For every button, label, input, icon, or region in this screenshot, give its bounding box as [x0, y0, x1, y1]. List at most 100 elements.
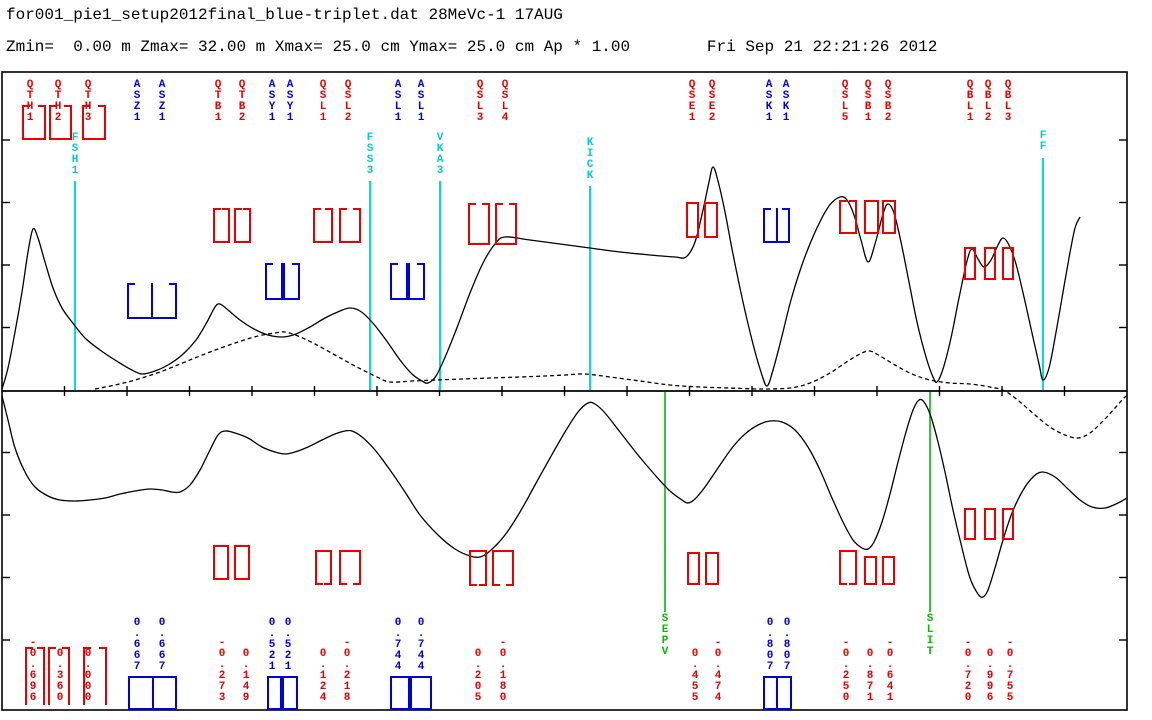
element-label: ASL1	[417, 79, 425, 124]
bottom-value-red: -0.641	[886, 637, 894, 704]
pole-lip	[887, 583, 893, 585]
quad-symbol-bottom	[964, 508, 976, 540]
element-label: QBL1	[966, 79, 974, 124]
quad-symbol-bottom	[882, 556, 895, 585]
pole-lip	[988, 247, 994, 249]
pole-lip	[968, 247, 974, 249]
element-label: QSL5	[841, 79, 849, 124]
cyan-marker-label: FSS3	[366, 132, 374, 177]
quad-symbol-top	[313, 208, 333, 243]
steerer-symbol	[265, 263, 300, 300]
label-box	[82, 105, 106, 140]
pole-lip	[1006, 538, 1012, 540]
quad-symbol-bottom	[469, 550, 487, 586]
bottom-value-red: 0.124	[319, 648, 327, 704]
pole-lip	[341, 208, 347, 210]
quad-symbol-top	[704, 202, 718, 238]
bottom-value-blue: 0.521	[284, 617, 292, 673]
pole-lip	[325, 208, 331, 210]
envelope-dashed	[94, 331, 1129, 439]
aperture-box-divider	[280, 678, 284, 708]
pole-lip	[129, 283, 135, 285]
pole-lip	[98, 105, 104, 107]
quad-symbol-bottom	[864, 556, 877, 585]
pole-lip	[236, 578, 242, 580]
quad-symbol-top	[964, 247, 976, 280]
pole-lip	[692, 583, 698, 585]
quad-symbol-bottom	[984, 508, 996, 540]
quad-symbol-top	[339, 208, 361, 243]
element-label: QSL1	[319, 79, 327, 124]
pole-lip	[509, 203, 515, 205]
pole-lip	[341, 583, 347, 585]
pole-lip	[215, 208, 221, 210]
aperture-box-divider	[408, 678, 412, 708]
pole-lip	[866, 200, 872, 202]
pole-lip	[222, 208, 228, 210]
element-label: QSL4	[501, 79, 509, 124]
green-marker-label: SEPV	[661, 613, 669, 658]
element-label: ASK1	[782, 79, 790, 124]
header-title: for001_pie1_setup2012final_blue-triplet.…	[6, 6, 563, 24]
pole-lip	[479, 584, 485, 586]
steerer-center-bar	[405, 263, 410, 298]
quad-symbol-top	[234, 208, 251, 243]
bottom-value-red: 0.360	[56, 648, 64, 704]
pole-lip	[392, 263, 398, 265]
bottom-value-red: -0.720	[964, 637, 972, 704]
bottom-value-red: -0.474	[714, 637, 722, 704]
bottom-value-red: 0.871	[866, 648, 874, 704]
element-label: QSL3	[476, 79, 484, 124]
element-label: QTH3	[84, 79, 92, 124]
bottom-value-blue: 0.744	[417, 617, 425, 673]
cyan-marker-label: FSH1	[71, 132, 79, 177]
steerer-symbol	[127, 283, 177, 319]
pole-lip	[841, 583, 847, 585]
element-label: QBL2	[984, 79, 992, 124]
pole-lip	[849, 583, 855, 585]
pole-lip	[417, 263, 423, 265]
pole-lip	[215, 578, 221, 580]
cyan-marker-label: VKA3	[436, 132, 444, 177]
element-label: QSE1	[688, 79, 696, 124]
aperture-box	[267, 676, 298, 710]
steerer-center-bar	[280, 263, 285, 298]
bracket-lip	[50, 647, 56, 649]
pole-lip	[353, 208, 359, 210]
bottom-value-blue: 0.807	[766, 617, 774, 673]
quad-symbol-bottom	[705, 552, 719, 585]
element-label: QBL3	[1004, 79, 1012, 124]
bottom-value-red: -0.218	[343, 637, 351, 704]
pole-lip	[84, 105, 90, 107]
pole-lip	[706, 202, 712, 204]
pole-lip	[494, 584, 500, 586]
pole-lip	[506, 584, 512, 586]
bottom-value-blue: 0.667	[133, 617, 141, 673]
bottom-value-red: 0.455	[691, 648, 699, 704]
element-label: QTH1	[26, 79, 34, 124]
element-label: QSB1	[864, 79, 872, 124]
aperture-box-divider	[152, 678, 154, 708]
bottom-value-red: 0.000	[84, 648, 92, 704]
quad-symbol-top	[882, 200, 896, 234]
element-label: ASZ1	[158, 79, 166, 124]
pole-lip	[884, 200, 890, 202]
bracket-lip	[62, 647, 68, 649]
envelope-bottom-solid	[1, 395, 1128, 598]
pole-lip	[315, 208, 321, 210]
pole-lip	[221, 578, 227, 580]
pole-lip	[707, 583, 713, 585]
quad-symbol-bottom	[315, 550, 332, 585]
quad-symbol-top	[864, 200, 879, 234]
quad-symbol-top	[468, 203, 490, 245]
aperture-box-divider	[776, 678, 778, 708]
label-box	[49, 105, 72, 140]
quad-symbol-top	[686, 202, 699, 238]
quad-symbol-bottom	[234, 545, 250, 580]
bracket-lip	[27, 647, 33, 649]
pole-lip	[497, 203, 503, 205]
pole-lip	[38, 105, 44, 107]
pole-lip	[888, 200, 894, 202]
